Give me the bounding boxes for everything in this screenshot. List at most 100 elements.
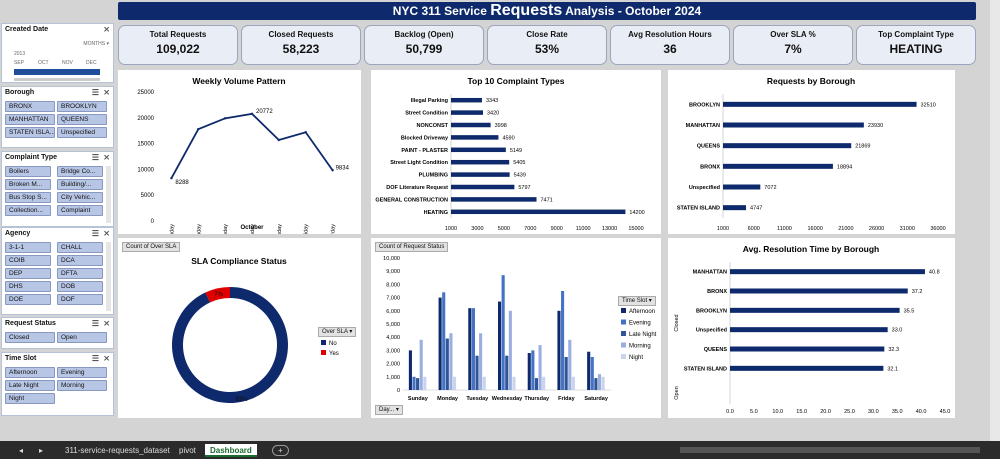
y-tick-label: Street Light Condition (390, 160, 448, 166)
created-date-timeline[interactable]: Created Date ⨯ MONTHS ▾ 2013 SEP OCT NOV DEC (1, 23, 114, 83)
multi-select-icon[interactable]: ☰ (91, 88, 99, 97)
y-tick-label: MANHATTAN (686, 123, 720, 129)
tab-dashboard[interactable]: Dashboard (205, 444, 257, 457)
timeline-selection-bar[interactable] (14, 69, 100, 75)
slicer-item[interactable]: Bridge Co... (57, 166, 103, 177)
time-slot-filter-button[interactable]: Time Slot ▾ (618, 296, 656, 306)
slicer-item[interactable]: 3-1-1 (5, 242, 51, 253)
timeline-month[interactable]: OCT (38, 60, 49, 66)
data-label: 5405 (513, 160, 525, 166)
bar (449, 333, 453, 390)
clear-filter-icon[interactable]: ⨯ (103, 88, 110, 97)
slicer-item[interactable]: Closed (5, 332, 55, 343)
bar (451, 184, 515, 190)
y-tick-label: Street Condition (405, 111, 448, 117)
slicer-item[interactable]: Late Night (5, 380, 55, 391)
slicer-item[interactable]: Night (5, 393, 55, 404)
timeline-level-dropdown[interactable]: MONTHS ▾ (83, 41, 109, 47)
vertical-scrollbar[interactable] (990, 0, 1000, 441)
slicer-scrollbar[interactable] (106, 166, 111, 223)
y-tick-label: 5,000 (386, 322, 400, 328)
slicer-item[interactable]: Bus Stop S... (5, 192, 51, 203)
slicer-item[interactable]: QUEENS (57, 114, 107, 125)
multi-select-icon[interactable]: ☰ (91, 153, 99, 162)
timeline-month[interactable]: SEP (14, 60, 25, 66)
group-label: Closed (674, 314, 680, 331)
slicer-item[interactable]: Morning (57, 380, 107, 391)
x-tick-label: 7000 (524, 226, 536, 232)
timeline-scrollbar[interactable] (14, 78, 100, 81)
kpi-title: Close Rate (526, 30, 568, 39)
data-label: 37.2 (912, 289, 923, 295)
slicer-item[interactable]: COIB (5, 255, 51, 266)
slicer-scrollbar[interactable] (106, 242, 111, 311)
slicer-item[interactable]: DOF (57, 294, 103, 305)
slicer-item[interactable]: Unspecified (57, 127, 107, 138)
y-tick-label: BRONX (700, 164, 720, 170)
kpi-card: Over SLA % 7% (733, 25, 853, 65)
timeline-month[interactable]: NOV (62, 60, 73, 66)
x-tick-label: 21000 (838, 226, 853, 232)
bar (723, 184, 761, 190)
x-axis-label: October (240, 225, 264, 231)
horizontal-scrollbar[interactable] (680, 447, 980, 453)
slicer-item[interactable]: BRONX (5, 101, 55, 112)
slicer-item[interactable]: Afternoon (5, 367, 55, 378)
slicer-title: Request Status (5, 320, 56, 327)
count-over-sla-button[interactable]: Count of Over SLA (122, 242, 181, 252)
bar (587, 351, 591, 390)
kpi-title: Total Requests (149, 30, 207, 39)
over-sla-filter-button[interactable]: Over SLA ▾ (318, 327, 357, 337)
slicer-item[interactable]: Building/... (57, 179, 103, 190)
data-label: 35.5 (904, 308, 915, 314)
tab-dataset[interactable]: 311-service-requests_dataset (65, 446, 170, 455)
slicer-item[interactable]: DOE (5, 294, 51, 305)
slicer-item[interactable]: DOB (57, 281, 103, 292)
tab-pivot[interactable]: pivot (179, 446, 196, 455)
x-tick-label: 10.0 (772, 409, 783, 415)
multi-select-icon[interactable]: ☰ (91, 229, 99, 238)
add-sheet-icon[interactable]: + (272, 445, 289, 456)
count-request-status-button[interactable]: Count of Request Status (375, 242, 449, 252)
x-tick-label: 1000 (445, 226, 457, 232)
clear-filter-icon[interactable]: ⨯ (103, 354, 110, 363)
slicer-item[interactable]: Complaint (57, 205, 103, 216)
clear-filter-icon[interactable]: ⨯ (103, 25, 110, 34)
y-tick-label: Unspecified (689, 185, 720, 191)
multi-select-icon[interactable]: ☰ (91, 319, 99, 328)
slicer-item[interactable]: DHS (5, 281, 51, 292)
clear-filter-icon[interactable]: ⨯ (103, 153, 110, 162)
kpi-title: Top Complaint Type (878, 30, 954, 39)
slicer-item[interactable]: Broken M... (5, 179, 51, 190)
slicer-item[interactable]: Open (57, 332, 107, 343)
tab-prev-icon[interactable]: ◂ (19, 446, 24, 455)
slicer-item[interactable]: MANHATTAN (5, 114, 55, 125)
slicer-item[interactable]: DFTA (57, 268, 103, 279)
slicer-item[interactable]: DCA (57, 255, 103, 266)
bar (408, 350, 412, 390)
timeline-month[interactable]: DEC (86, 60, 97, 66)
request-status-panel: 0 1,000 2,000 3,000 4,000 5,000 6,000 7,000 8,00… (371, 238, 661, 418)
slicer-item[interactable]: BROOKLYN (57, 101, 107, 112)
weekly-volume-panel: Weekly Volume Pattern 0 5000 10000 15000 2000… (118, 70, 361, 253)
data-label: 3998 (495, 123, 507, 129)
slice-label: 7% (214, 292, 223, 298)
day-filter-button[interactable]: Day... ▾ (375, 405, 403, 415)
x-tick-label: 40.0 (916, 409, 927, 415)
multi-select-icon[interactable]: ☰ (91, 354, 99, 363)
slicer-item[interactable]: Evening (57, 367, 107, 378)
slicer-item[interactable]: DEP (5, 268, 51, 279)
slicer-item[interactable]: STATEN ISLA... (5, 127, 55, 138)
slicer-item[interactable]: City Vehic... (57, 192, 103, 203)
tab-next-icon[interactable]: ▸ (39, 446, 44, 455)
slicer-item[interactable]: Collection... (5, 205, 51, 216)
bar (557, 310, 561, 390)
clear-filter-icon[interactable]: ⨯ (103, 229, 110, 238)
x-tick-label: Tuesday (466, 396, 489, 402)
data-label: 21869 (855, 144, 870, 150)
slicer-item[interactable]: CHALL (57, 242, 103, 253)
clear-filter-icon[interactable]: ⨯ (103, 319, 110, 328)
complaint-type-slicer: Complaint Type ☰ ⨯ Boilers Bridge Co... Bro… (1, 151, 114, 227)
slicer-item[interactable]: Boilers (5, 166, 51, 177)
title-prefix: NYC 311 Service (392, 4, 491, 18)
